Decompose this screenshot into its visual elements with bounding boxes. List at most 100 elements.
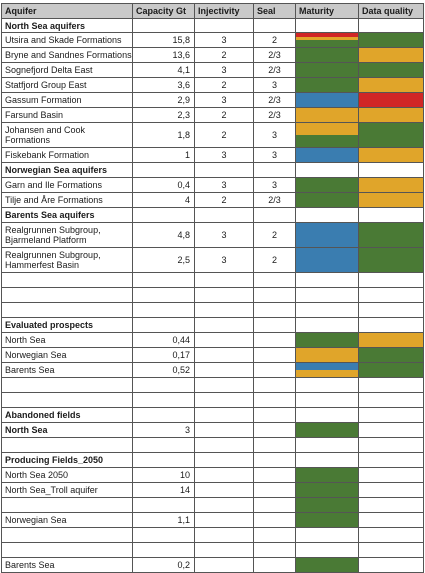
capacity-cell: 3 [132,422,195,438]
aquifer-name: Bryne and Sandnes Formations [1,47,133,63]
capacity-cell [132,287,195,303]
injectivity-cell: 2 [194,122,254,148]
maturity-cell [295,32,359,48]
rating-band-green [296,135,358,147]
seal-cell: 2 [253,32,296,48]
aquifer-name: Utsira and Skade Formations [1,32,133,48]
maturity-cell [295,467,359,483]
injectivity-cell [194,407,254,423]
maturity-cell [295,347,359,363]
section-row: Evaluated prospects [1,317,424,333]
capacity-cell: 0,52 [132,362,195,378]
data-quality-cell [358,18,424,33]
seal-cell: 3 [253,122,296,148]
maturity-cell [295,377,359,393]
injectivity-cell [194,422,254,438]
table-row: North Sea 2050 10 [1,467,424,483]
data-quality-cell [358,437,424,453]
aquifer-name: Farsund Basin [1,107,133,123]
aquifer-name: Realgrunnen Subgroup, Hammerfest Basin [1,247,133,273]
capacity-cell: 0,2 [132,557,195,573]
data-quality-cell [358,222,424,248]
seal-cell [253,542,296,558]
aquifer-name: North Sea 2050 [1,467,133,483]
data-quality-cell [358,347,424,363]
table-row: Fiskebank Formation 1 3 3 [1,147,424,163]
data-quality-cell [358,542,424,558]
injectivity-cell: 3 [194,247,254,273]
capacity-cell [132,317,195,333]
rating-band-yellow [296,370,358,377]
rating-band-red [359,93,423,107]
table-row: Utsira and Skade Formations 15,8 3 2 [1,32,424,48]
aquifer-name: North Sea_Troll aquifer [1,482,133,498]
table-row: Gassum Formation 2,9 3 2/3 [1,92,424,108]
capacity-cell [132,542,195,558]
data-quality-cell [358,147,424,163]
injectivity-cell: 2 [194,107,254,123]
aquifer-name [1,272,133,288]
section-label: North Sea aquifers [1,18,133,33]
table-row: Norwegian Sea 1,1 [1,512,424,528]
seal-cell [253,332,296,348]
data-quality-cell [358,122,424,148]
rating-band-green [359,63,423,77]
seal-cell [253,512,296,528]
table-row: Garn and Ile Formations 0,4 3 3 [1,177,424,193]
capacity-cell: 0,17 [132,347,195,363]
maturity-cell [295,47,359,63]
data-quality-cell [358,177,424,193]
section-row: Norwegian Sea aquifers [1,162,424,178]
section-label: Norwegian Sea aquifers [1,162,133,178]
empty-row [1,542,424,558]
rating-band-green [296,498,358,512]
capacity-cell: 15,8 [132,32,195,48]
injectivity-cell [194,272,254,288]
maturity-cell [295,222,359,248]
seal-cell [253,347,296,363]
capacity-cell: 1,8 [132,122,195,148]
maturity-cell [295,247,359,273]
injectivity-cell [194,482,254,498]
data-quality-cell [358,392,424,408]
seal-cell [253,482,296,498]
injectivity-cell [194,347,254,363]
capacity-cell: 13,6 [132,47,195,63]
maturity-cell [295,332,359,348]
seal-cell [253,497,296,513]
data-quality-cell [358,362,424,378]
injectivity-cell [194,392,254,408]
maturity-cell [295,437,359,453]
maturity-cell [295,147,359,163]
aquifer-name: Norwegian Sea [1,512,133,528]
data-quality-cell [358,192,424,208]
aquifer-name: Barents Sea [1,557,133,573]
header-capacity: Capacity Gt [132,3,195,19]
injectivity-cell [194,18,254,33]
capacity-cell: 4 [132,192,195,208]
capacity-cell [132,497,195,513]
data-quality-cell [358,377,424,393]
table-row: Realgrunnen Subgroup, Bjarmeland Platfor… [1,222,424,248]
empty-row [1,377,424,393]
injectivity-cell: 3 [194,32,254,48]
injectivity-cell [194,332,254,348]
aquifer-name: Realgrunnen Subgroup, Bjarmeland Platfor… [1,222,133,248]
maturity-cell [295,362,359,378]
co2-storage-table-container: Aquifer Capacity Gt Injectivity Seal Mat… [1,3,424,573]
maturity-cell [295,62,359,78]
data-quality-cell [358,247,424,273]
capacity-cell [132,452,195,468]
maturity-cell [295,77,359,93]
injectivity-cell [194,317,254,333]
capacity-cell [132,527,195,543]
rating-band-yellow [296,123,358,135]
table-row: North Sea_Troll aquifer 14 [1,482,424,498]
seal-cell [253,302,296,318]
section-label: Abandoned fields [1,407,133,423]
table-row: Bryne and Sandnes Formations 13,6 2 2/3 [1,47,424,63]
capacity-cell: 10 [132,467,195,483]
aquifer-name [1,287,133,303]
rating-band-green [359,363,423,377]
maturity-cell [295,177,359,193]
